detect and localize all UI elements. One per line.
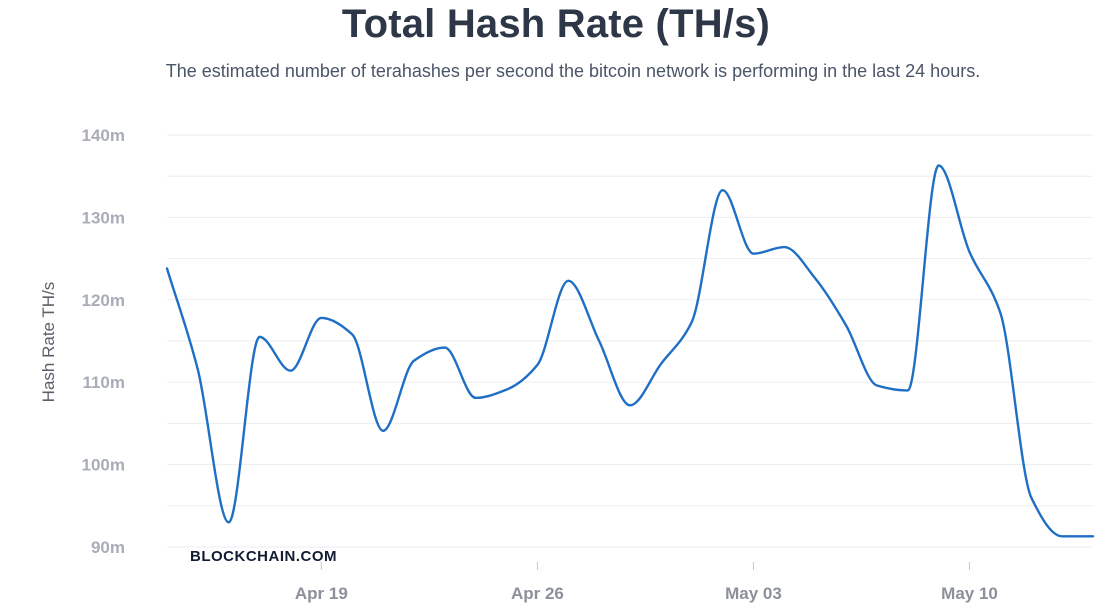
x-tick-label: May 03 xyxy=(725,584,782,603)
data-point xyxy=(473,395,479,401)
data-point xyxy=(658,361,664,367)
data-point xyxy=(720,187,726,193)
data-point xyxy=(936,162,942,168)
data-point xyxy=(1028,495,1034,501)
data-point xyxy=(1059,533,1065,539)
data-point xyxy=(905,387,911,393)
data-point xyxy=(380,428,386,434)
data-point xyxy=(565,278,571,284)
data-point xyxy=(750,251,756,257)
y-axis-ticks: 90m 100m 110m 120m 130m 140m xyxy=(82,126,125,557)
data-point xyxy=(843,322,849,328)
y-axis-label: Hash Rate TH/s xyxy=(39,282,58,403)
data-point xyxy=(349,331,355,337)
y-tick-label: 110m xyxy=(82,373,125,392)
y-tick-label: 100m xyxy=(82,456,125,475)
data-point xyxy=(504,387,510,393)
data-point xyxy=(195,367,201,373)
data-point xyxy=(997,310,1003,316)
data-point xyxy=(442,345,448,351)
data-point xyxy=(318,315,324,321)
chart-subtitle: The estimated number of terahashes per s… xyxy=(165,61,981,81)
y-tick-label: 90m xyxy=(91,538,125,557)
data-point xyxy=(781,244,787,250)
y-tick-label: 130m xyxy=(82,208,125,227)
data-point xyxy=(596,338,602,344)
blockchain-logo: BLOCKCHAIN.COM xyxy=(190,548,337,565)
x-axis-ticks: Apr 19 Apr 26 May 03 May 10 xyxy=(295,562,998,603)
data-point xyxy=(967,249,973,255)
data-point xyxy=(164,265,170,271)
x-tick-label: Apr 26 xyxy=(511,584,564,603)
x-tick-label: May 10 xyxy=(941,584,998,603)
chart-title: Total Hash Rate (TH/s) xyxy=(341,2,771,46)
data-point xyxy=(812,275,818,281)
gridlines xyxy=(167,134,1093,548)
y-tick-label: 140m xyxy=(82,126,125,145)
data-point xyxy=(226,519,232,525)
data-point xyxy=(411,358,417,364)
data-point xyxy=(689,319,695,325)
data-point xyxy=(874,383,880,389)
x-tick-label: Apr 19 xyxy=(295,584,348,603)
data-point xyxy=(257,334,263,340)
hash-rate-series-line xyxy=(165,164,1095,538)
y-tick-label: 120m xyxy=(82,291,125,310)
data-point xyxy=(627,402,633,408)
data-point xyxy=(287,368,293,374)
data-point xyxy=(534,362,540,368)
data-point xyxy=(1090,533,1096,539)
